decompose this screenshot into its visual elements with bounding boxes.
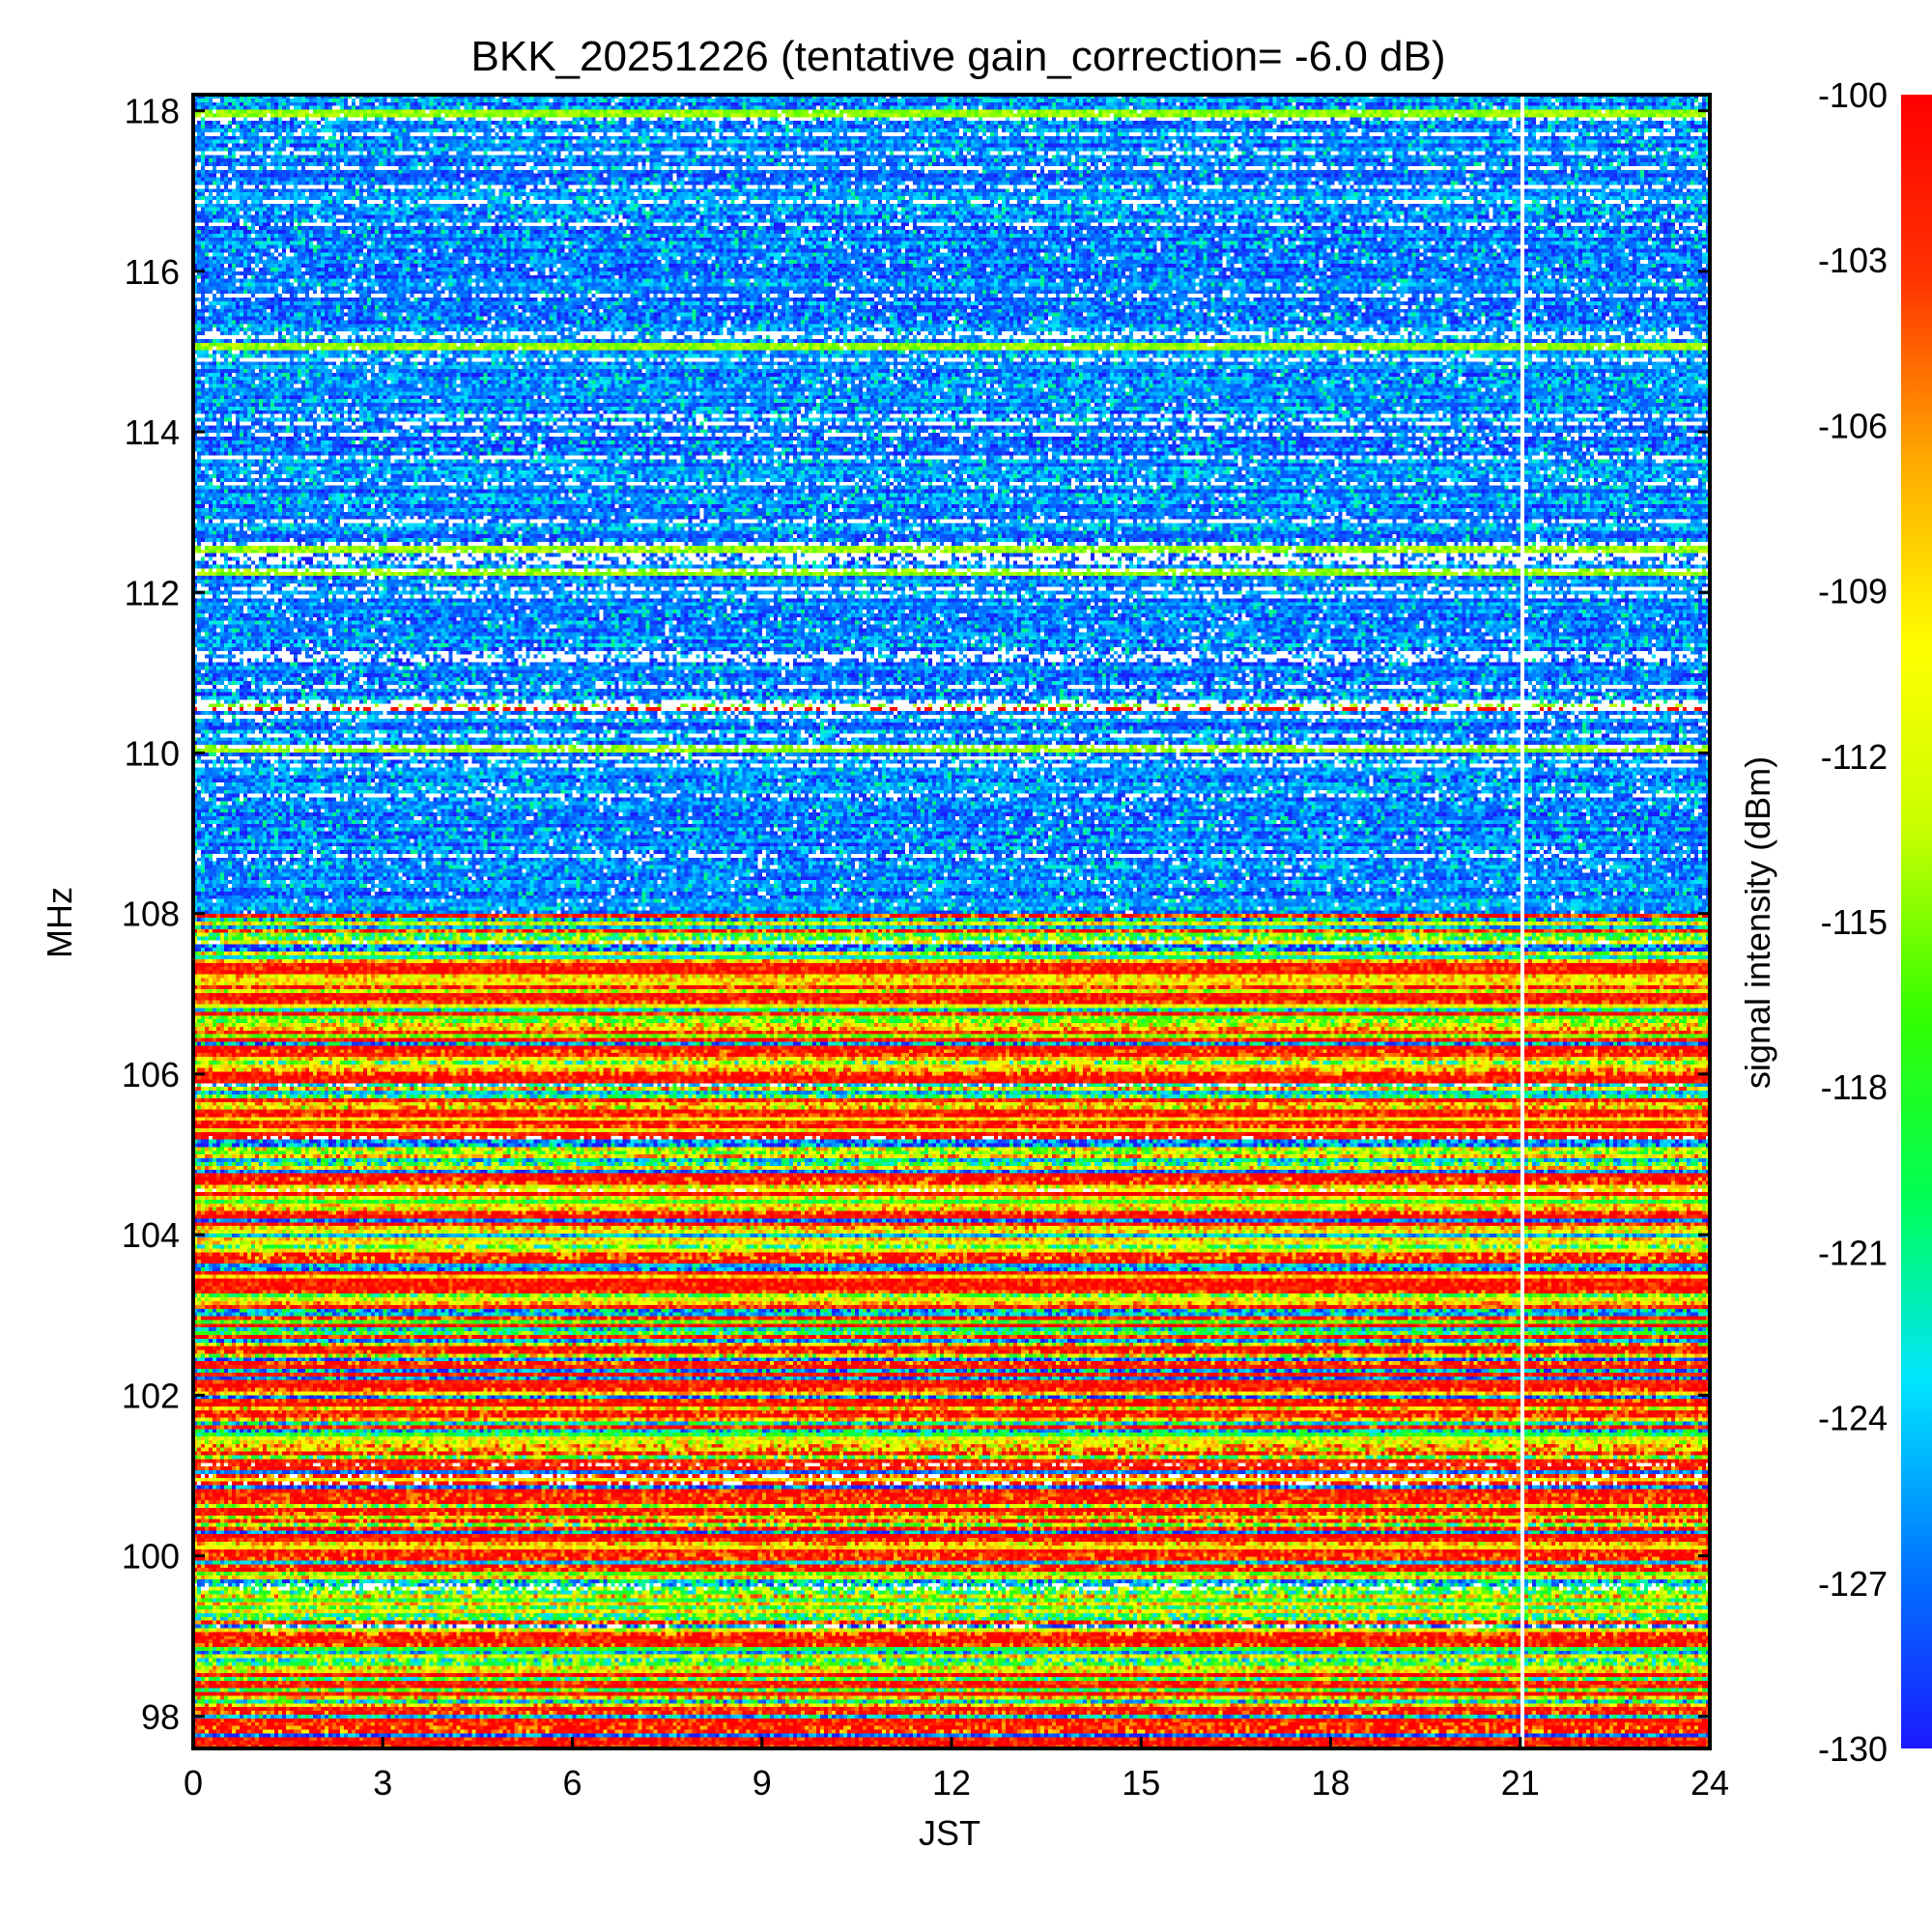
colorbar-tick-label: -115 bbox=[1821, 902, 1888, 942]
y-tick-label: 106 bbox=[122, 1055, 180, 1094]
chart-title: BKK_20251226 (tentative gain_correction=… bbox=[471, 33, 1446, 80]
y-tick-label: 118 bbox=[125, 92, 180, 131]
colorbar-tick-label: -127 bbox=[1818, 1564, 1888, 1604]
colorbar-tick-label: -109 bbox=[1818, 572, 1888, 611]
y-tick-label: 100 bbox=[122, 1537, 180, 1577]
colorbar-tick-label: -103 bbox=[1818, 241, 1888, 280]
y-axis: 98 100 102 104 106 108 110 112 114 116 118 bbox=[122, 92, 1710, 1737]
x-tick-label: 24 bbox=[1690, 1763, 1729, 1803]
x-axis-label: JST bbox=[919, 1813, 980, 1853]
x-tick-label: 0 bbox=[184, 1763, 203, 1803]
x-tick-label: 9 bbox=[753, 1763, 772, 1803]
y-tick-label: 108 bbox=[122, 895, 180, 934]
x-tick-label: 6 bbox=[562, 1763, 582, 1803]
y-tick-label: 112 bbox=[125, 573, 180, 612]
y-tick-label: 110 bbox=[125, 733, 180, 773]
colorbar-tick-label: -112 bbox=[1821, 737, 1888, 777]
colorbar-label: signal intensity (dBm) bbox=[1738, 756, 1777, 1089]
y-tick-label: 102 bbox=[122, 1376, 180, 1415]
plot-area bbox=[191, 93, 1712, 1750]
y-tick-label: 114 bbox=[125, 412, 180, 452]
x-tick-label: 12 bbox=[932, 1763, 971, 1803]
colorbar-tick-label: -106 bbox=[1818, 406, 1888, 445]
y-tick-label: 98 bbox=[141, 1697, 180, 1737]
x-tick-label: 15 bbox=[1122, 1763, 1160, 1803]
y-tick-label: 116 bbox=[125, 252, 180, 292]
y-tick-label: 104 bbox=[122, 1215, 180, 1255]
colorbar: -100 -103 -106 -109 -112 -115 -118 -121 -124 -127… bbox=[1818, 75, 1932, 1769]
y-axis-label: MHz bbox=[40, 887, 79, 958]
colorbar-tick-label: -118 bbox=[1821, 1067, 1888, 1107]
spectrogram-heatmap bbox=[193, 95, 1710, 1748]
colorbar-tick-label: -124 bbox=[1818, 1399, 1888, 1438]
colorbar-scale bbox=[1901, 95, 1932, 1748]
x-tick-label: 3 bbox=[373, 1763, 392, 1803]
colorbar-tick-label: -130 bbox=[1818, 1729, 1888, 1769]
x-tick-label: 18 bbox=[1311, 1763, 1350, 1803]
colorbar-tick-label: -121 bbox=[1818, 1233, 1888, 1272]
colorbar-tick-label: -100 bbox=[1818, 75, 1888, 115]
x-axis: 0 3 6 9 12 15 18 21 24 bbox=[184, 1737, 1729, 1803]
x-tick-label: 21 bbox=[1501, 1763, 1540, 1803]
